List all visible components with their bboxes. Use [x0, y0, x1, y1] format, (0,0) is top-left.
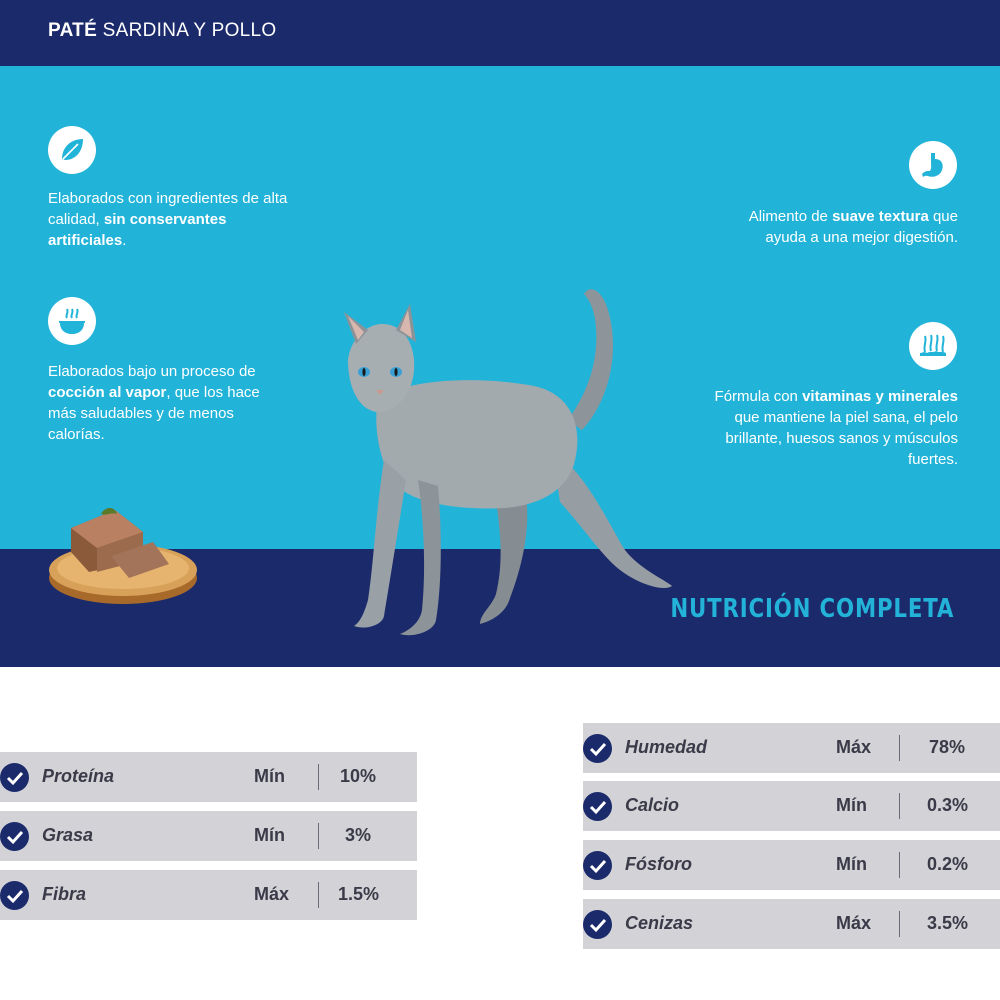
check-icon [583, 734, 612, 763]
nutrient-name: Cenizas [625, 913, 694, 933]
nutrient-row-calcium: Calcio Mín 0.3% [583, 781, 1000, 831]
row-divider [318, 764, 319, 790]
leaf-icon [48, 126, 96, 174]
product-title: PATÉ SARDINA Y POLLO [48, 20, 277, 41]
nutrient-row-phosphorus: Fósforo Mín 0.2% [583, 840, 1000, 890]
fur-wave-icon [909, 322, 957, 370]
pate-food-image [49, 508, 197, 604]
feature-steam-text: Elaborados bajo un proceso de cocción al… [48, 363, 260, 443]
nutrient-row-fat: Grasa Mín 3% [0, 811, 417, 861]
cat-image [344, 289, 672, 636]
nutrient-row-ash: Cenizas Máx 3.5% [583, 899, 1000, 949]
nutrient-row-moisture: Humedad Máx 78% [583, 723, 1000, 773]
feature-vitamins-text: Fórmula con vitaminas y minerales que ma… [714, 388, 958, 468]
row-divider [318, 882, 319, 908]
nutrient-kind: Mín [254, 825, 285, 845]
nutrient-kind: Mín [254, 766, 285, 786]
check-icon [0, 881, 29, 910]
nutrient-name: Proteína [42, 766, 115, 786]
row-divider [899, 793, 900, 819]
section-title: NUTRICIÓN COMPLETA [670, 594, 954, 624]
nutrient-name: Fibra [42, 884, 87, 904]
nutrient-value: 3.5% [927, 913, 969, 933]
nutrient-name: Humedad [625, 737, 708, 757]
nutrient-kind: Mín [836, 795, 867, 815]
steam-bowl-icon [48, 297, 96, 345]
nutrient-kind: Mín [836, 854, 867, 874]
feature-ingredients-text: Elaborados con ingredientes de alta cali… [48, 190, 288, 249]
row-divider [899, 852, 900, 878]
check-icon [0, 822, 29, 851]
nutrient-value: 10% [340, 766, 377, 786]
nutrient-kind: Máx [836, 737, 872, 757]
nutrient-value: 1.5% [338, 884, 380, 904]
row-divider [899, 735, 900, 761]
row-divider [318, 823, 319, 849]
nutrient-value: 78% [929, 737, 966, 757]
nutrient-kind: Máx [254, 884, 290, 904]
check-icon [0, 763, 29, 792]
nutrient-name: Grasa [42, 825, 94, 845]
stomach-icon [909, 141, 957, 189]
nutrient-name: Calcio [625, 795, 680, 815]
nutrient-value: 3% [345, 825, 372, 845]
header-bar: PATÉ SARDINA Y POLLO [0, 0, 1000, 66]
nutrient-value: 0.3% [927, 795, 969, 815]
nutrient-kind: Máx [836, 913, 872, 933]
feature-digestion-text: Alimento de suave textura que ayuda a un… [748, 208, 958, 246]
check-icon [583, 792, 612, 821]
nutrient-name: Fósforo [625, 854, 692, 874]
nutrient-row-fiber: Fibra Máx 1.5% [0, 870, 417, 920]
nutrient-value: 0.2% [927, 854, 969, 874]
nutrient-row-protein: Proteína Mín 10% [0, 752, 417, 802]
check-icon [583, 851, 612, 880]
check-icon [583, 910, 612, 939]
row-divider [899, 911, 900, 937]
